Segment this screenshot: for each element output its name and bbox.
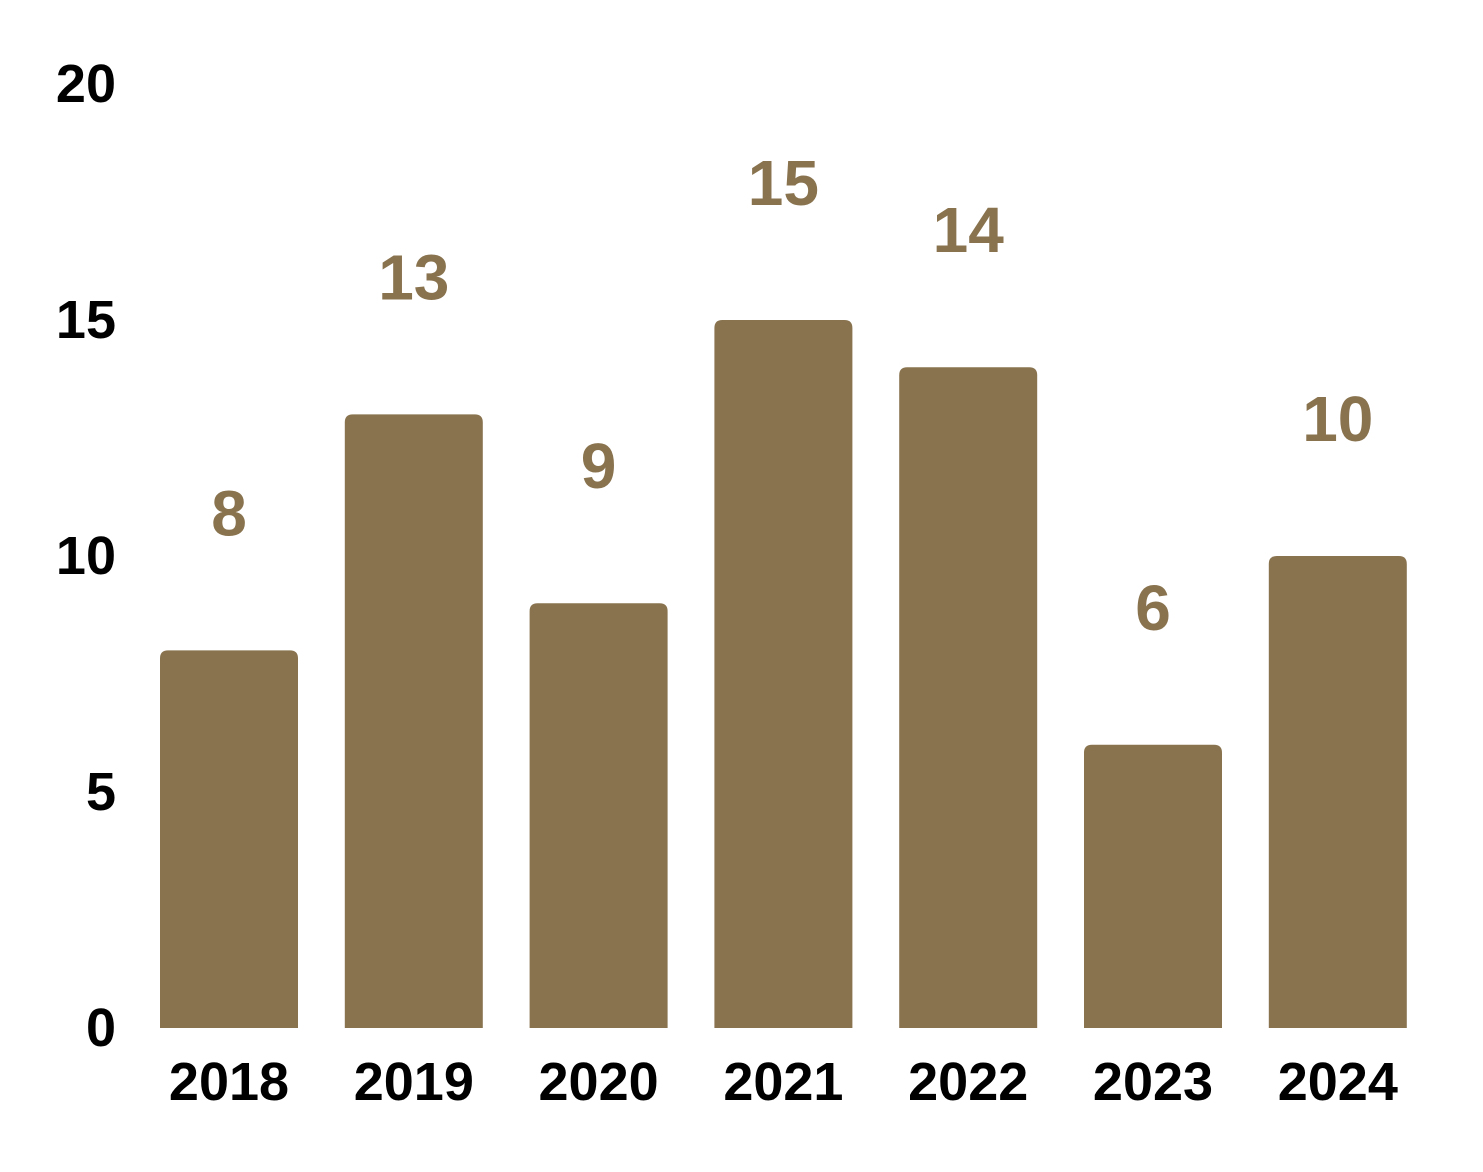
data-label-2020: 9: [581, 430, 617, 502]
data-label-2019: 13: [378, 241, 449, 313]
bar-2021: [714, 320, 853, 1028]
x-axis-ticks: 2018 2019 2020 2021 2022 2023 2024: [169, 1052, 1398, 1112]
y-tick-label: 20: [56, 54, 116, 114]
bar-2022: [899, 367, 1038, 1028]
x-tick-label: 2021: [723, 1052, 843, 1112]
x-tick-label: 2019: [354, 1052, 474, 1112]
data-label-2024: 10: [1302, 383, 1373, 455]
bar-2019: [344, 414, 483, 1028]
data-label-2018: 8: [211, 477, 247, 549]
x-tick-label: 2023: [1093, 1052, 1213, 1112]
bar-2020: [529, 603, 668, 1028]
bar-2024: [1268, 556, 1407, 1028]
y-axis-ticks: 0 5 10 15 20: [56, 54, 116, 1058]
bar-2018: [160, 650, 298, 1028]
y-tick-label: 15: [56, 290, 116, 350]
data-label-2021: 15: [748, 147, 819, 219]
bar-2023: [1084, 744, 1222, 1028]
x-tick-label: 2022: [908, 1052, 1028, 1112]
bars-group: [160, 320, 1407, 1028]
data-label-2023: 6: [1135, 572, 1171, 644]
y-tick-label: 10: [56, 526, 116, 586]
x-tick-label: 2024: [1278, 1052, 1398, 1112]
x-tick-label: 2020: [539, 1052, 659, 1112]
data-labels-group: 8 13 9 15 14 6 10: [211, 147, 1373, 644]
y-tick-label: 0: [86, 998, 116, 1058]
y-tick-label: 5: [86, 762, 116, 822]
x-tick-label: 2018: [169, 1052, 289, 1112]
data-label-2022: 14: [933, 194, 1005, 266]
